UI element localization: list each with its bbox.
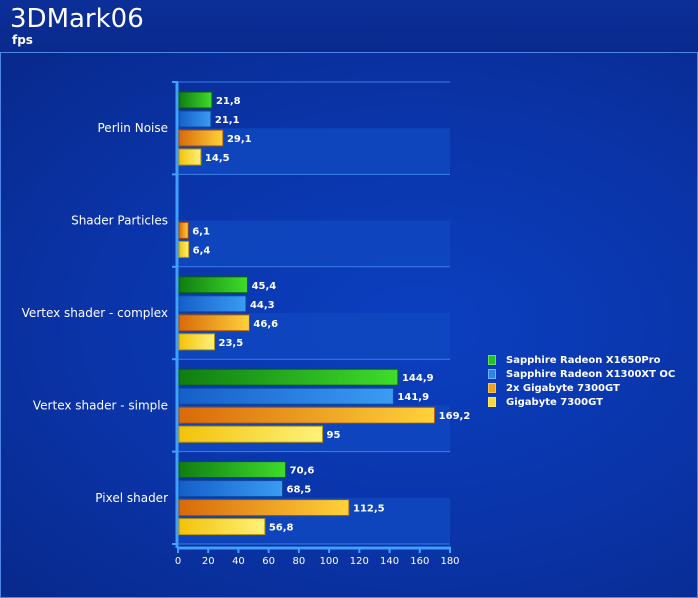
bar	[178, 518, 266, 536]
legend-swatch	[488, 355, 496, 365]
chart-header: 3DMark06 fps	[0, 0, 698, 52]
bar	[178, 425, 324, 443]
category-labels: Perlin Noise Shader Particles Vertex shade…	[22, 121, 168, 505]
legend-swatch	[488, 369, 496, 379]
x-tick-label: 100	[320, 556, 339, 567]
legend-label: Sapphire Radeon X1300XT OC	[506, 368, 676, 380]
x-tick-label: 80	[293, 556, 306, 567]
chart-title: 3DMark06	[10, 4, 144, 34]
data-label: 112,5	[353, 504, 385, 515]
data-label: 70,6	[290, 466, 315, 477]
category-label: Vertex shader - complex	[22, 306, 168, 320]
bar	[178, 240, 190, 258]
bar	[178, 276, 249, 294]
legend-item: Sapphire Radeon X1650Pro	[488, 353, 675, 367]
data-label: 6,4	[193, 245, 211, 256]
data-label: 29,1	[227, 134, 252, 145]
bar	[178, 387, 394, 405]
bar	[178, 461, 287, 479]
bar-chart: 21,8 21,1 29,1 14,5 6,1 6,4 45,4 44,3 46,6 23,5 14…	[22, 81, 471, 567]
x-tick-label: 20	[202, 556, 215, 567]
bar	[178, 314, 250, 332]
bar	[178, 368, 399, 386]
x-tick-label: 160	[410, 556, 429, 567]
category-label: Shader Particles	[71, 214, 168, 228]
bar	[178, 221, 189, 239]
data-label: 45,4	[252, 281, 277, 292]
legend-swatch	[488, 397, 496, 407]
legend-swatch	[488, 383, 496, 393]
chart-subtitle: fps	[12, 33, 33, 47]
category-label: Perlin Noise	[98, 121, 169, 135]
data-label: 6,1	[192, 226, 210, 237]
x-tick-label: 60	[262, 556, 275, 567]
data-label: 141,9	[397, 392, 429, 403]
x-tick-label: 120	[350, 556, 369, 567]
legend-item: Sapphire Radeon X1300XT OC	[488, 367, 675, 381]
bar	[178, 480, 284, 498]
data-label: 95	[327, 430, 341, 441]
data-label: 44,3	[250, 300, 275, 311]
data-label: 56,8	[269, 523, 294, 534]
legend-item: 2x Gigabyte 7300GT	[488, 381, 675, 395]
data-label: 21,1	[215, 115, 240, 126]
data-label: 144,9	[402, 373, 434, 384]
bar	[178, 333, 216, 351]
bar	[178, 295, 247, 313]
data-label: 14,5	[205, 153, 230, 164]
data-label: 46,6	[253, 319, 278, 330]
x-tick-label: 140	[380, 556, 399, 567]
legend: Sapphire Radeon X1650Pro Sapphire Radeon…	[488, 353, 675, 409]
chart-panel: 21,8 21,1 29,1 14,5 6,1 6,4 45,4 44,3 46,6 23,5 14…	[0, 52, 698, 598]
bar	[178, 110, 212, 128]
data-label: 68,5	[287, 485, 312, 496]
data-label: 169,2	[439, 411, 471, 422]
x-tick-label: 180	[440, 556, 459, 567]
bar	[178, 129, 224, 147]
axes-group: 0 20 40 60 80 100 120 140 160 180	[172, 81, 460, 567]
bar	[178, 91, 213, 109]
legend-item: Gigabyte 7300GT	[488, 395, 675, 409]
legend-label: Sapphire Radeon X1650Pro	[506, 354, 661, 366]
legend-label: 2x Gigabyte 7300GT	[506, 382, 620, 394]
bar	[178, 148, 202, 166]
x-tick-label: 40	[232, 556, 245, 567]
data-label: 23,5	[219, 338, 244, 349]
category-band	[178, 220, 450, 267]
data-label: 21,8	[216, 96, 241, 107]
x-tick-label: 0	[175, 556, 181, 567]
bar	[178, 499, 350, 517]
category-label: Pixel shader	[95, 491, 168, 505]
bar	[178, 406, 436, 424]
legend-label: Gigabyte 7300GT	[506, 396, 603, 408]
bars-group: 21,8 21,1 29,1 14,5 6,1 6,4 45,4 44,3 46,6 23,5 14…	[178, 91, 471, 536]
category-label: Vertex shader - simple	[33, 398, 168, 412]
